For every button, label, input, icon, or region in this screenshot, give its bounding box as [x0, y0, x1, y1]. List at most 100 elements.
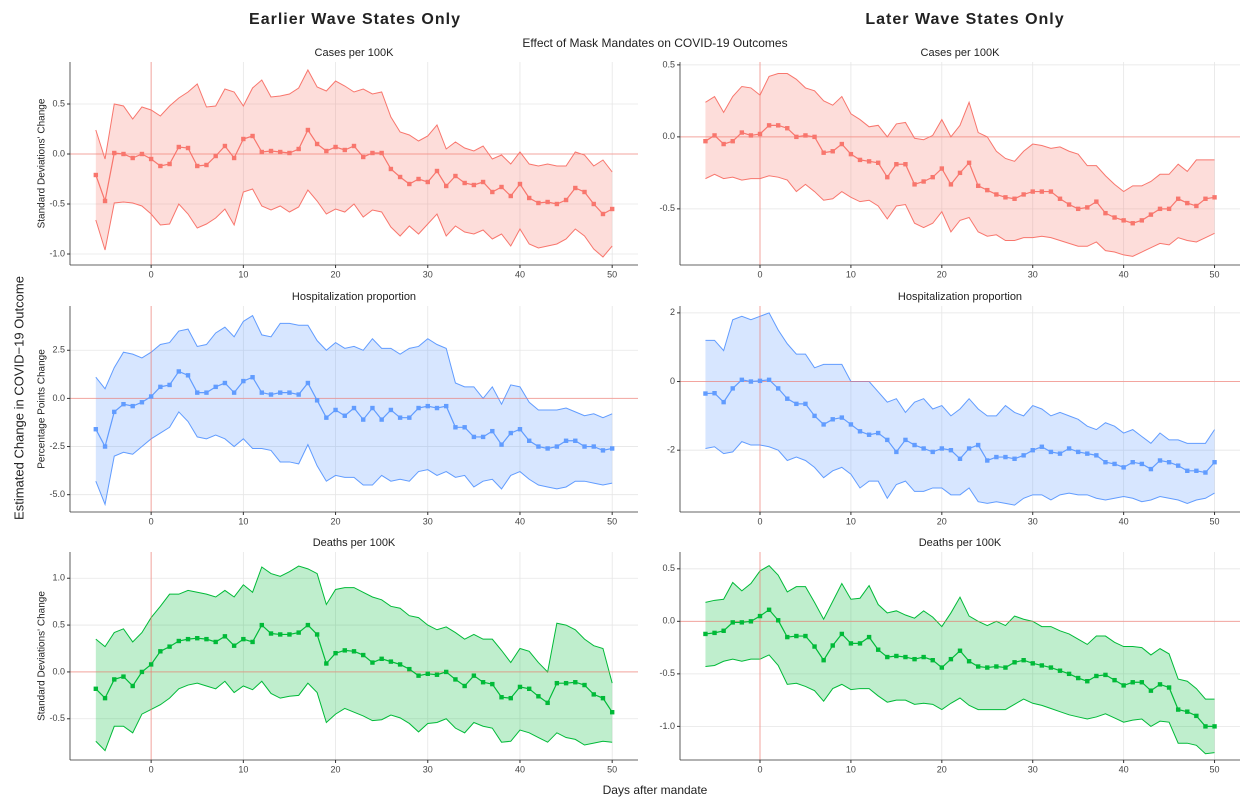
point	[775, 123, 781, 128]
point	[885, 174, 890, 180]
point	[1112, 215, 1117, 220]
confidence-band	[95, 566, 613, 751]
point	[1157, 206, 1163, 212]
point	[939, 166, 945, 171]
x-tick-label: 30	[1028, 516, 1038, 526]
point	[130, 683, 135, 689]
point	[93, 427, 99, 432]
point	[803, 633, 808, 639]
band-edge	[705, 654, 1215, 755]
point	[517, 427, 523, 432]
point	[434, 405, 440, 411]
point	[1103, 210, 1108, 216]
point	[1185, 468, 1190, 473]
point	[1203, 724, 1208, 729]
point	[1048, 449, 1054, 455]
panel-title: Deaths per 100K	[313, 537, 396, 549]
point	[1075, 675, 1081, 681]
point	[948, 448, 954, 453]
column-title: Earlier Wave States Only	[249, 11, 461, 28]
point	[1112, 677, 1117, 683]
point	[102, 198, 108, 204]
point	[1057, 668, 1063, 673]
point	[545, 199, 550, 205]
point	[573, 185, 578, 191]
x-tick-label: 40	[515, 516, 525, 526]
x-tick-label: 0	[757, 269, 762, 279]
y-tick-label: 0.0	[662, 131, 675, 141]
y-tick-label: 2.5	[52, 345, 65, 355]
point	[912, 656, 917, 662]
x-tick-label: 30	[423, 269, 433, 279]
point	[957, 170, 963, 176]
point	[1157, 458, 1163, 463]
point	[830, 643, 835, 648]
point	[287, 632, 292, 637]
point	[250, 133, 255, 139]
x-tick-label: 20	[937, 764, 947, 774]
point	[480, 179, 486, 185]
point	[499, 442, 504, 447]
point	[554, 680, 560, 686]
point	[1194, 203, 1199, 209]
y-tick-label: -0.5	[49, 713, 65, 723]
point	[112, 150, 117, 156]
point	[554, 444, 560, 449]
point	[1130, 460, 1135, 465]
point	[222, 380, 228, 386]
point	[453, 173, 458, 179]
point	[462, 425, 467, 430]
point	[712, 133, 717, 138]
point	[966, 160, 972, 165]
point	[1194, 468, 1199, 473]
point	[957, 456, 963, 461]
x-tick-label: 30	[1028, 269, 1038, 279]
point	[324, 148, 329, 154]
point	[739, 377, 745, 383]
point	[259, 622, 264, 628]
point	[305, 127, 311, 133]
x-tick-label: 0	[149, 516, 154, 526]
point	[1203, 470, 1208, 475]
y-tick-label: -1.0	[49, 248, 65, 258]
point	[1130, 221, 1135, 226]
point	[508, 695, 513, 701]
point	[121, 151, 126, 157]
point	[167, 382, 172, 388]
point	[591, 444, 596, 449]
point	[508, 430, 513, 436]
point	[794, 134, 799, 140]
point	[517, 181, 523, 187]
point	[499, 695, 504, 700]
point	[407, 415, 412, 420]
band-edge	[95, 411, 613, 507]
point	[434, 672, 440, 677]
point	[712, 391, 717, 396]
point	[148, 662, 154, 667]
point	[1003, 665, 1008, 670]
y-tick-label: -2.5	[49, 441, 65, 451]
point	[278, 390, 283, 395]
y-tick-label: -2	[667, 445, 675, 455]
point	[939, 446, 945, 451]
y-tick-label: 0.0	[52, 666, 65, 676]
point	[536, 694, 541, 699]
point	[361, 652, 366, 658]
x-tick-label: 50	[1210, 764, 1220, 774]
point	[912, 442, 917, 448]
point	[1148, 212, 1154, 217]
point	[241, 136, 246, 142]
point	[204, 636, 209, 642]
point	[231, 390, 237, 395]
point	[600, 448, 606, 453]
point	[148, 156, 154, 162]
point	[342, 147, 347, 153]
point	[930, 658, 935, 663]
point	[195, 635, 200, 641]
point	[416, 176, 421, 182]
point	[821, 658, 826, 663]
point	[158, 163, 163, 169]
band-edge	[95, 188, 613, 258]
point	[195, 163, 200, 169]
point	[1057, 196, 1063, 201]
